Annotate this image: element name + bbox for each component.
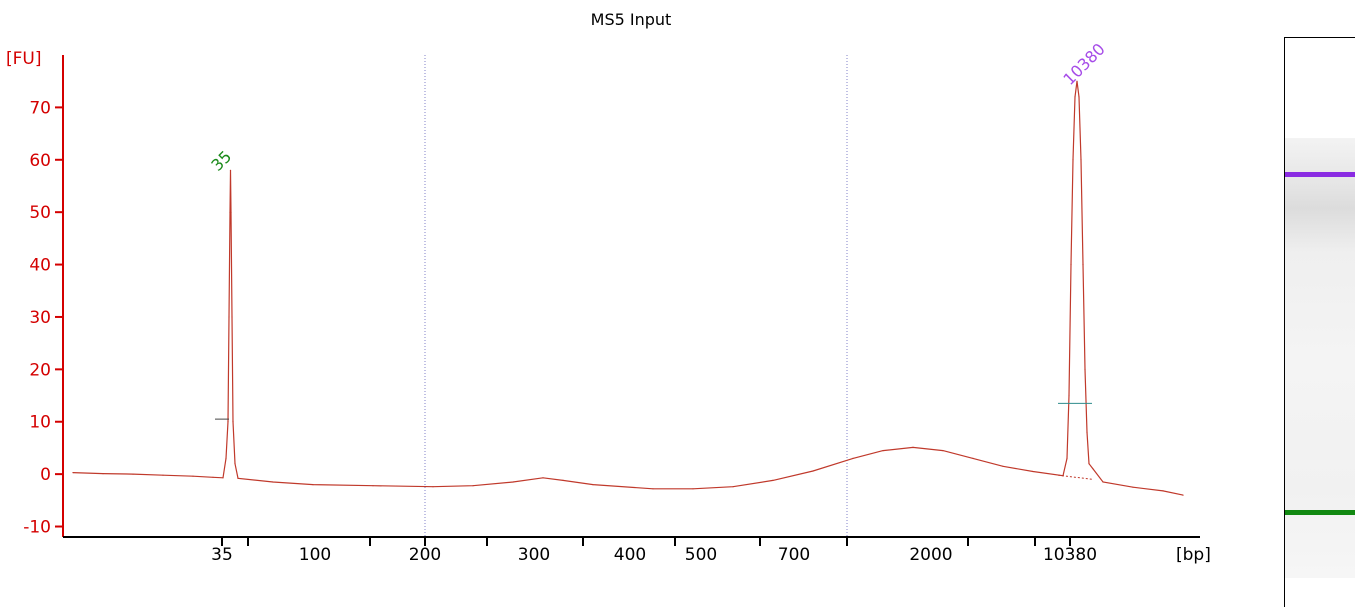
data-point — [229, 211, 231, 213]
data-point — [1032, 470, 1034, 473]
data-point — [1074, 96, 1076, 98]
data-point — [1072, 159, 1074, 161]
data-point — [852, 457, 854, 459]
data-point — [1068, 394, 1070, 397]
data-point — [542, 477, 544, 479]
data-point — [1084, 368, 1086, 370]
x-tick-label: 35 — [211, 545, 233, 565]
y-tick-label: 10 — [29, 413, 51, 433]
gel-band-lower-marker — [1285, 510, 1355, 515]
data-point — [1078, 96, 1080, 98]
data-point — [232, 421, 234, 423]
data-point — [228, 316, 230, 318]
electropherogram-chart: -10 0 10 20 30 40 50 60 70 [FU] 35 100 200 300 400 500 7… — [6, 10, 1211, 565]
data-point — [1132, 486, 1134, 488]
data-point — [472, 485, 474, 487]
data-point — [1092, 468, 1094, 470]
data-point — [692, 488, 694, 490]
x-tick-label: 100 — [299, 545, 331, 565]
data-point — [652, 488, 654, 490]
y-tick-label: 40 — [29, 256, 51, 276]
data-point — [227, 421, 229, 423]
x-tick-label: 300 — [518, 545, 550, 565]
data-point — [1076, 80, 1078, 82]
data-point — [234, 463, 236, 465]
data-point — [732, 486, 734, 488]
y-axis-unit: [FU] — [6, 49, 42, 69]
data-point — [372, 485, 374, 487]
data-point — [192, 475, 194, 477]
x-tick-label: 10380 — [1043, 545, 1097, 565]
gel-lane-body — [1285, 138, 1355, 578]
data-point — [230, 211, 232, 213]
x-tick-label: 2000 — [909, 545, 952, 565]
chart-text: -10 0 10 20 30 40 50 60 70 [FU] 35 100 200 300 400 500 7… — [6, 10, 1211, 565]
divider-lines — [424, 55, 848, 537]
data-point — [312, 484, 314, 486]
gel-lane — [1284, 37, 1355, 607]
data-point — [162, 474, 164, 476]
data-point — [1162, 490, 1164, 492]
peak-baseline — [1057, 474, 1094, 480]
x-tick-label: 500 — [685, 545, 717, 565]
data-point — [222, 477, 224, 479]
data-point — [592, 484, 594, 486]
y-tick-label: 30 — [29, 308, 51, 328]
y-tick-label: 0 — [40, 465, 51, 485]
data-point — [102, 473, 104, 475]
data-point — [772, 479, 774, 481]
x-tick-label: 200 — [409, 545, 441, 565]
series-layer — [72, 80, 1184, 496]
data-point — [72, 472, 74, 474]
data-point — [1066, 457, 1068, 459]
y-tick-label: 60 — [29, 151, 51, 171]
data-point — [237, 477, 239, 479]
data-point — [1002, 465, 1004, 467]
x-axis-unit: [bp] — [1176, 545, 1211, 565]
data-point — [912, 446, 914, 448]
peak-markers — [215, 402, 1094, 480]
data-point — [1082, 264, 1084, 266]
data-point — [432, 486, 434, 488]
data-point — [231, 316, 233, 318]
x-tick-label: 400 — [614, 545, 646, 565]
data-point — [229, 169, 232, 171]
y-tick-label: -10 — [23, 518, 51, 538]
data-point — [1070, 264, 1072, 266]
y-tick-label: 20 — [29, 360, 51, 380]
data-point — [1086, 431, 1088, 433]
gel-band-upper-marker — [1285, 172, 1355, 177]
data-point — [132, 473, 134, 475]
y-tick-label: 70 — [29, 98, 51, 118]
axes — [55, 55, 1200, 546]
data-point — [225, 457, 227, 459]
data-point — [812, 470, 814, 472]
data-point — [1088, 463, 1090, 465]
series-line — [72, 81, 1184, 496]
x-tick-label: 700 — [778, 545, 810, 565]
peak-label: 10380 — [1059, 39, 1108, 88]
data-point — [272, 481, 274, 483]
chart-title: MS5 Input — [591, 10, 672, 29]
data-point — [562, 479, 564, 481]
data-point — [972, 457, 974, 459]
data-point — [1182, 494, 1184, 496]
data-point — [1080, 159, 1082, 161]
y-tick-label: 50 — [29, 203, 51, 223]
data-point — [882, 450, 884, 452]
data-point — [512, 481, 514, 483]
data-point — [942, 450, 944, 452]
data-point — [212, 476, 214, 478]
data-point — [1102, 481, 1104, 483]
